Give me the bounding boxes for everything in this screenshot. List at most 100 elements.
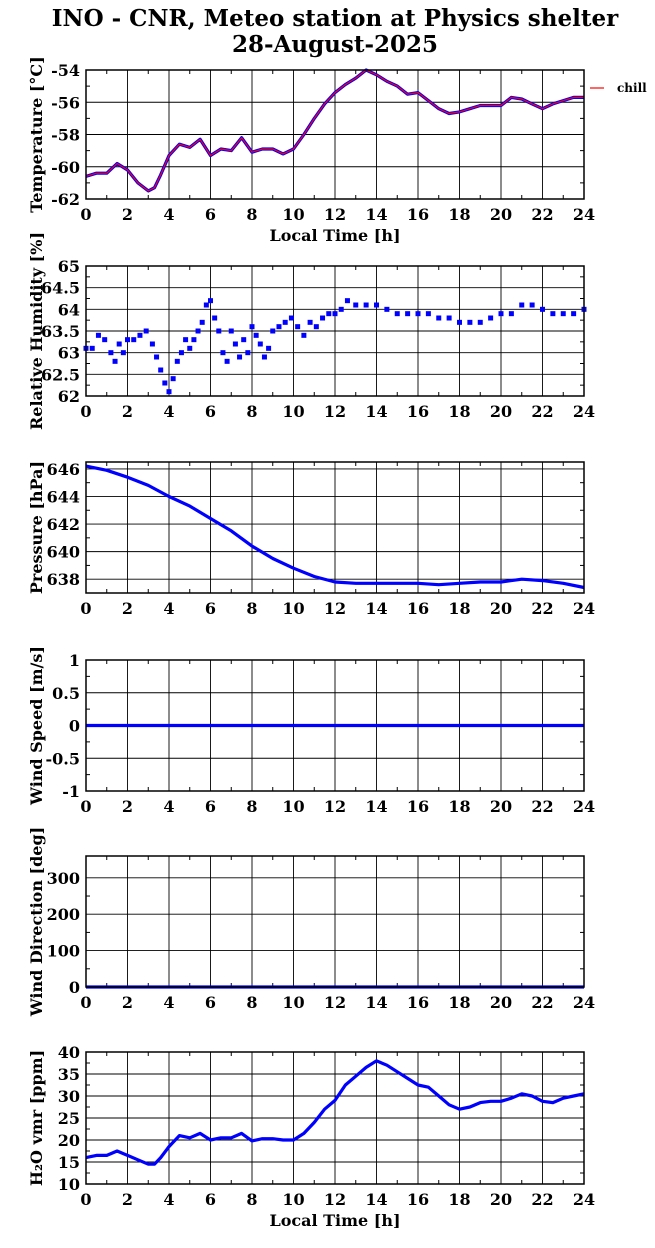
x-tick-label: 24 [573,599,595,618]
data-point [467,319,473,325]
data-point [288,315,294,321]
x-tick-label: 10 [282,797,304,816]
y-axis-label: Pressure [hPa] [27,461,46,594]
x-tick-label: 14 [365,599,387,618]
plot-frame [85,265,585,397]
data-point [519,302,525,308]
x-tick-label: 20 [490,797,512,816]
y-axis-label: Relative Humidity [%] [27,232,46,430]
x-tick-label: 0 [80,993,91,1012]
chart-panel-1: 0 2 4 6 8 10 12 14 16 18 20 22 24-62-60-58-56-54Loca… [27,56,647,245]
data-point [326,311,332,317]
x-tick-label: 2 [122,993,133,1012]
data-point [120,350,126,356]
x-tick-label: 24 [573,402,595,421]
y-axis-label: Wind Direction [deg] [27,827,46,1018]
x-tick-label: 22 [531,205,553,224]
x-tick-label: 10 [282,599,304,618]
data-point [295,324,301,330]
data-point [394,311,400,317]
y-axis-label: H₂O vmr [ppm] [27,1050,46,1186]
data-point [270,328,276,334]
data-point [374,302,379,308]
data-point [540,306,545,312]
x-tick-label: 16 [407,205,429,224]
data-point [216,328,222,334]
x-tick-label: 22 [531,993,553,1012]
data-point [208,298,213,304]
y-tick-label: -1 [62,782,80,801]
x-tick-label: 8 [246,797,257,816]
chart-legend: chill [590,81,647,95]
chart-panel-3: 0 2 4 6 8 10 12 14 16 18 20 22 24638640642644646Pres… [27,460,595,618]
x-tick-label: 0 [80,402,91,421]
data-point [257,341,263,347]
data-point [320,315,326,321]
plot-frame [85,69,585,200]
data-point [529,302,535,308]
data-point [191,337,197,343]
y-axis-label: Wind Speed [m/s] [27,646,46,806]
x-tick-label: 14 [365,205,387,224]
y-tick-label: 35 [58,1065,80,1084]
plot-frame [85,855,585,988]
data-point [446,315,452,321]
x-tick-label: 10 [282,1190,304,1209]
x-tick-label: 12 [324,993,346,1012]
y-tick-label: 30 [58,1087,80,1106]
x-tick-label: 18 [448,797,470,816]
data-point [178,350,184,356]
y-tick-label: 640 [47,543,80,562]
data-point [307,319,313,325]
x-tick-label: 24 [573,993,595,1012]
x-tick-label: 4 [163,402,174,421]
x-tick-label: 10 [282,205,304,224]
data-point [183,337,189,343]
x-tick-label: 8 [246,1190,257,1209]
x-tick-label: 2 [122,205,133,224]
data-point [338,306,344,312]
x-tick-label: 6 [205,402,216,421]
x-tick-label: 8 [246,402,257,421]
data-point [313,324,319,330]
x-tick-label: 4 [163,205,174,224]
x-tick-label: 20 [490,1190,512,1209]
x-tick-label: 0 [80,205,91,224]
y-tick-label: 63.5 [41,322,80,341]
data-point [266,345,272,351]
data-point [550,311,556,317]
x-axis-label: Local Time [h] [269,226,400,245]
x-tick-label: 24 [573,797,595,816]
x-tick-label: 0 [80,599,91,618]
x-tick-label: 12 [324,1190,346,1209]
x-tick-label: 18 [448,402,470,421]
x-tick-label: 16 [407,402,429,421]
y-tick-label: 64.5 [41,279,80,298]
x-axis-label: Local Time [h] [269,1211,400,1230]
y-tick-label: 10 [58,1175,80,1194]
x-tick-label: 4 [163,797,174,816]
data-point [436,315,442,321]
data-point [332,311,338,317]
data-point [415,311,421,317]
y-tick-label: 200 [47,905,80,924]
chart-title-line1: INO - CNR, Meteo station at Physics shel… [51,5,619,32]
data-point [228,328,234,334]
plot-frame [85,1051,585,1185]
data-point [89,345,95,351]
data-point [384,306,390,312]
data-point [220,350,226,356]
data-point [276,324,282,330]
x-tick-label: 14 [365,402,387,421]
x-tick-label: 12 [324,797,346,816]
y-tick-label: 1 [69,651,80,670]
x-tick-label: 2 [122,1190,133,1209]
y-tick-label: 40 [58,1043,80,1062]
data-point [344,298,350,304]
data-point [249,324,255,330]
data-point [131,337,137,343]
x-tick-label: 16 [407,993,429,1012]
x-tick-label: 22 [531,599,553,618]
data-point [571,311,577,317]
